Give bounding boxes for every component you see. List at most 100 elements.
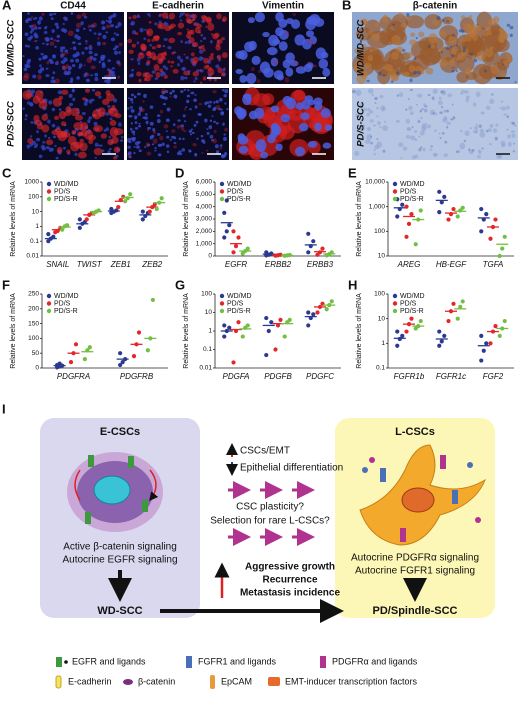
texture-blob [273, 60, 278, 65]
data-point [222, 334, 227, 339]
texture-blob [270, 57, 279, 67]
texture-blob [165, 67, 169, 71]
texture-blob [70, 59, 74, 63]
texture-blob [102, 41, 107, 46]
texture-blob [148, 20, 152, 24]
texture-blob [172, 123, 176, 127]
texture-blob [512, 150, 516, 153]
texture-blob [192, 143, 197, 147]
texture-blob [209, 40, 213, 44]
texture-blob [166, 150, 170, 154]
texture-blob [170, 60, 175, 64]
texture-blob [489, 123, 494, 129]
data-point [266, 328, 271, 334]
legend-label: WD/MD [400, 293, 425, 300]
data-point [446, 217, 451, 222]
texture-blob [70, 107, 80, 117]
texture-blob [129, 106, 133, 109]
data-point [231, 250, 236, 255]
legend-label: PD/S-R [400, 308, 424, 315]
texture-blob [475, 91, 481, 98]
middle-text: Epithelial differentiation [240, 463, 343, 474]
y-tick-label: 10 [378, 253, 386, 260]
texture-blob [501, 106, 507, 111]
texture-blob [445, 109, 449, 113]
texture-blob [382, 125, 388, 131]
texture-blob [479, 128, 485, 133]
texture-blob [50, 37, 54, 41]
texture-blob [147, 38, 151, 43]
texture-blob [63, 17, 66, 20]
texture-blob [159, 68, 164, 72]
texture-blob [262, 31, 270, 38]
texture-blob [291, 57, 295, 60]
texture-blob [235, 50, 245, 59]
legend-text: EpCAM [221, 676, 252, 686]
texture-blob [80, 122, 89, 130]
texture-blob [63, 57, 68, 63]
texture-blob [192, 56, 199, 63]
texture-blob [427, 93, 431, 97]
legend-marker [46, 301, 52, 306]
texture-blob [439, 58, 449, 67]
texture-blob [153, 64, 160, 72]
data-point [57, 361, 62, 366]
texture-blob [461, 14, 466, 20]
texture-blob [215, 104, 221, 111]
texture-blob [200, 56, 204, 60]
texture-blob [109, 117, 113, 121]
texture-blob [501, 63, 505, 66]
texture-blob [146, 143, 151, 147]
y-tick-label: 1 [35, 223, 39, 230]
x-tick-label: HB-EGF [436, 260, 467, 269]
texture-blob [485, 25, 492, 32]
x-tick-label: FGFR1b [394, 372, 425, 381]
texture-blob [318, 58, 329, 69]
texture-blob [105, 31, 109, 34]
texture-blob [169, 95, 172, 98]
texture-blob [49, 13, 53, 17]
texture-blob [93, 121, 98, 126]
texture-blob [500, 140, 506, 146]
texture-blob [102, 98, 110, 105]
texture-blob [464, 33, 473, 42]
data-point [109, 206, 114, 212]
texture-blob [480, 111, 485, 115]
texture-blob [137, 124, 142, 128]
y-tick-label: 1 [208, 328, 212, 335]
texture-blob [313, 64, 317, 68]
texture-blob [305, 30, 315, 38]
data-point [231, 360, 236, 365]
texture-blob [107, 70, 113, 74]
texture-blob [100, 20, 106, 25]
texture-blob [91, 88, 96, 92]
texture-blob [307, 99, 315, 106]
legend-label: WD/MD [54, 181, 79, 188]
texture-blob [34, 89, 44, 100]
legend-text: β-catenin [138, 676, 175, 686]
texture-blob [173, 136, 177, 140]
texture-blob [93, 147, 103, 156]
texture-blob [61, 52, 66, 57]
data-point [236, 320, 241, 325]
texture-blob [400, 22, 407, 29]
texture-blob [94, 91, 102, 97]
texture-blob [495, 123, 499, 127]
data-point [418, 208, 423, 213]
texture-blob [220, 37, 225, 41]
texture-blob [60, 48, 64, 53]
texture-blob [109, 119, 117, 127]
texture-blob [395, 119, 400, 123]
texture-blob [458, 29, 463, 33]
texture-blob [114, 45, 119, 49]
texture-blob [295, 102, 304, 111]
data-point [493, 217, 498, 222]
texture-blob [71, 130, 77, 135]
texture-blob [410, 135, 416, 141]
texture-blob [131, 43, 137, 48]
texture-blob [171, 89, 175, 93]
panel-label: B [342, 0, 351, 12]
x-tick-label: PDGFA [223, 372, 250, 381]
texture-blob [362, 107, 367, 112]
texture-blob [193, 22, 197, 26]
